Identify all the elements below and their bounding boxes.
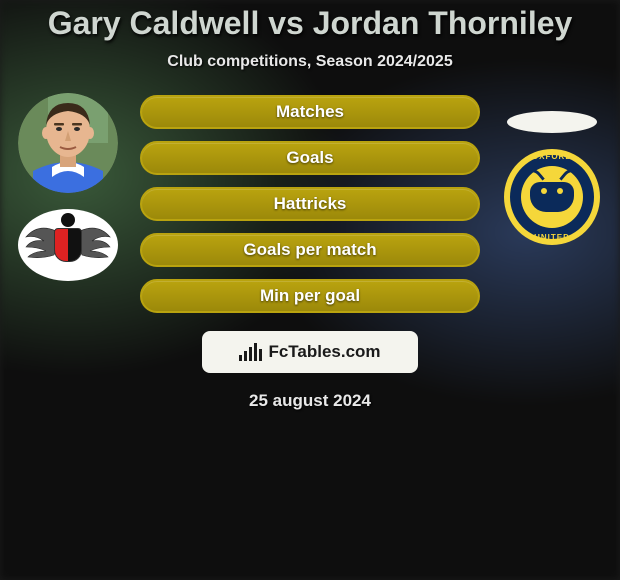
- date-label: 25 august 2024: [249, 391, 371, 411]
- left-column: [8, 93, 128, 281]
- stat-min-per-goal: Min per goal: [140, 279, 480, 313]
- player2-photo-placeholder: [507, 111, 597, 133]
- stat-hattricks: Hattricks: [140, 187, 480, 221]
- player1-illustration-icon: [18, 93, 118, 193]
- stat-goals: Goals: [140, 141, 480, 175]
- content-wrapper: Gary Caldwell vs Jordan Thorniley Club c…: [0, 0, 620, 411]
- stat-matches: Matches: [140, 95, 480, 129]
- page-title: Gary Caldwell vs Jordan Thorniley: [48, 6, 573, 41]
- player1-club-badge: [18, 209, 118, 281]
- bars-icon: [239, 343, 262, 361]
- oxford-inner-icon: [521, 166, 583, 228]
- main-row: Matches Goals Hattricks Goals per match …: [0, 93, 620, 313]
- site-label: FcTables.com: [268, 342, 380, 362]
- player1-photo: [18, 93, 118, 193]
- site-link[interactable]: FcTables.com: [202, 331, 418, 373]
- player2-club-badge: OXFORD UNITED: [504, 149, 600, 245]
- subtitle: Club competitions, Season 2024/2025: [167, 53, 452, 71]
- right-column: OXFORD UNITED: [492, 93, 612, 245]
- oxford-text-top: OXFORD: [532, 152, 572, 161]
- oxford-text-bottom: UNITED: [534, 233, 570, 242]
- exeter-badge-icon: [18, 209, 118, 281]
- stat-goals-per-match: Goals per match: [140, 233, 480, 267]
- stats-column: Matches Goals Hattricks Goals per match …: [128, 93, 492, 313]
